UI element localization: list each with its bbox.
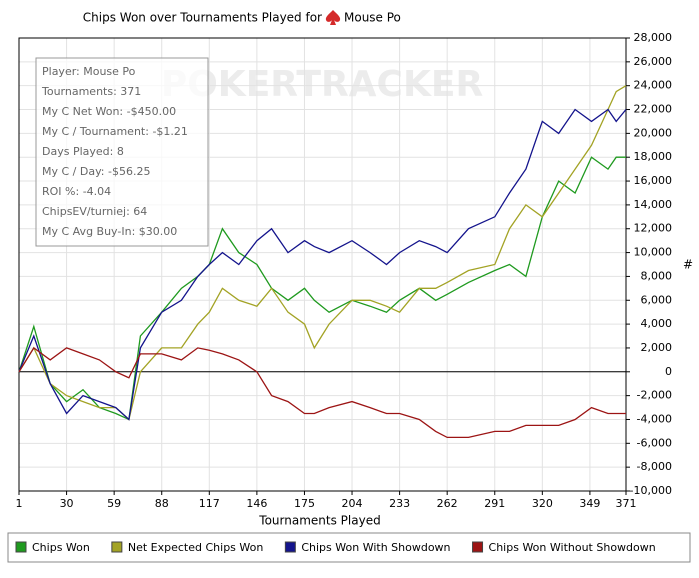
x-tick-label: 371: [616, 497, 637, 510]
legend-swatch: [15, 541, 27, 553]
info-line: ROI %: -4.04: [42, 185, 111, 198]
spade-icon: [325, 10, 341, 25]
info-line: ChipsEV/turniej: 64: [42, 205, 147, 218]
legend-swatch: [472, 541, 484, 553]
player-name: Mouse Po: [344, 11, 401, 25]
x-tick-label: 117: [199, 497, 220, 510]
y-tick-label: 24,000: [634, 79, 673, 92]
x-tick-label: 262: [437, 497, 458, 510]
x-tick-label: 233: [389, 497, 410, 510]
x-tick-label: 204: [342, 497, 363, 510]
x-tick-label: 59: [107, 497, 121, 510]
x-tick-label: 349: [579, 497, 600, 510]
y-tick-label: 16,000: [634, 174, 673, 187]
legend-label: Net Expected Chips Won: [128, 541, 264, 554]
y-tick-label: 18,000: [634, 150, 673, 163]
y-tick-label: 20,000: [634, 126, 673, 139]
y-tick-label: 10,000: [634, 246, 673, 259]
info-box: [35, 57, 209, 247]
x-tick-label: 175: [294, 497, 315, 510]
x-tick-label: 30: [60, 497, 74, 510]
y-tick-label: 22,000: [634, 103, 673, 116]
y-tick-label: -2,000: [637, 389, 672, 402]
y-tick-label: 28,000: [634, 31, 673, 44]
legend-label: Chips Won With Showdown: [301, 541, 450, 554]
x-tick-label: 146: [246, 497, 267, 510]
info-line: My C Avg Buy-In: $30.00: [42, 225, 177, 238]
info-line: Days Played: 8: [42, 145, 124, 158]
info-line: My C / Day: -$56.25: [42, 165, 150, 178]
y-tick-label: -6,000: [637, 436, 672, 449]
info-line: My C / Tournament: -$1.21: [42, 125, 188, 138]
x-tick-label: 1: [16, 497, 23, 510]
y-tick-label: 14,000: [634, 198, 673, 211]
info-line: Player: Mouse Po: [42, 65, 136, 78]
legend-swatch: [284, 541, 296, 553]
x-tick-label: 320: [532, 497, 553, 510]
series-line: [18, 346, 626, 439]
y-tick-label: 8,000: [641, 269, 673, 282]
legend-label: Chips Won Without Showdown: [489, 541, 656, 554]
legend-label: Chips Won: [32, 541, 90, 554]
y-tick-label: -10,000: [630, 484, 672, 497]
y-tick-label: 2,000: [641, 341, 673, 354]
y-tick-label: -8,000: [637, 460, 672, 473]
y-tick-label: -4,000: [637, 412, 672, 425]
y-tick-label: 12,000: [634, 222, 673, 235]
x-tick-label: 88: [155, 497, 169, 510]
legend-swatch: [111, 541, 123, 553]
y-tick-label: 0: [665, 365, 672, 378]
y-tick-label: 4,000: [641, 317, 673, 330]
info-line: Tournaments: 371: [41, 85, 141, 98]
info-line: My C Net Won: -$450.00: [42, 105, 176, 118]
x-tick-label: 291: [484, 497, 505, 510]
series-line: [18, 108, 627, 421]
x-axis-label: Tournaments Played: [258, 514, 380, 528]
y-tick-label: 6,000: [641, 293, 673, 306]
y-tick-label: 26,000: [634, 55, 673, 68]
plot-frame: [18, 37, 627, 492]
y-axis-label: #: [683, 258, 693, 272]
chart-title: Chips Won over Tournaments Played for: [83, 11, 322, 25]
watermark: POKERTRACKER: [161, 64, 483, 105]
series-line: [18, 156, 626, 421]
